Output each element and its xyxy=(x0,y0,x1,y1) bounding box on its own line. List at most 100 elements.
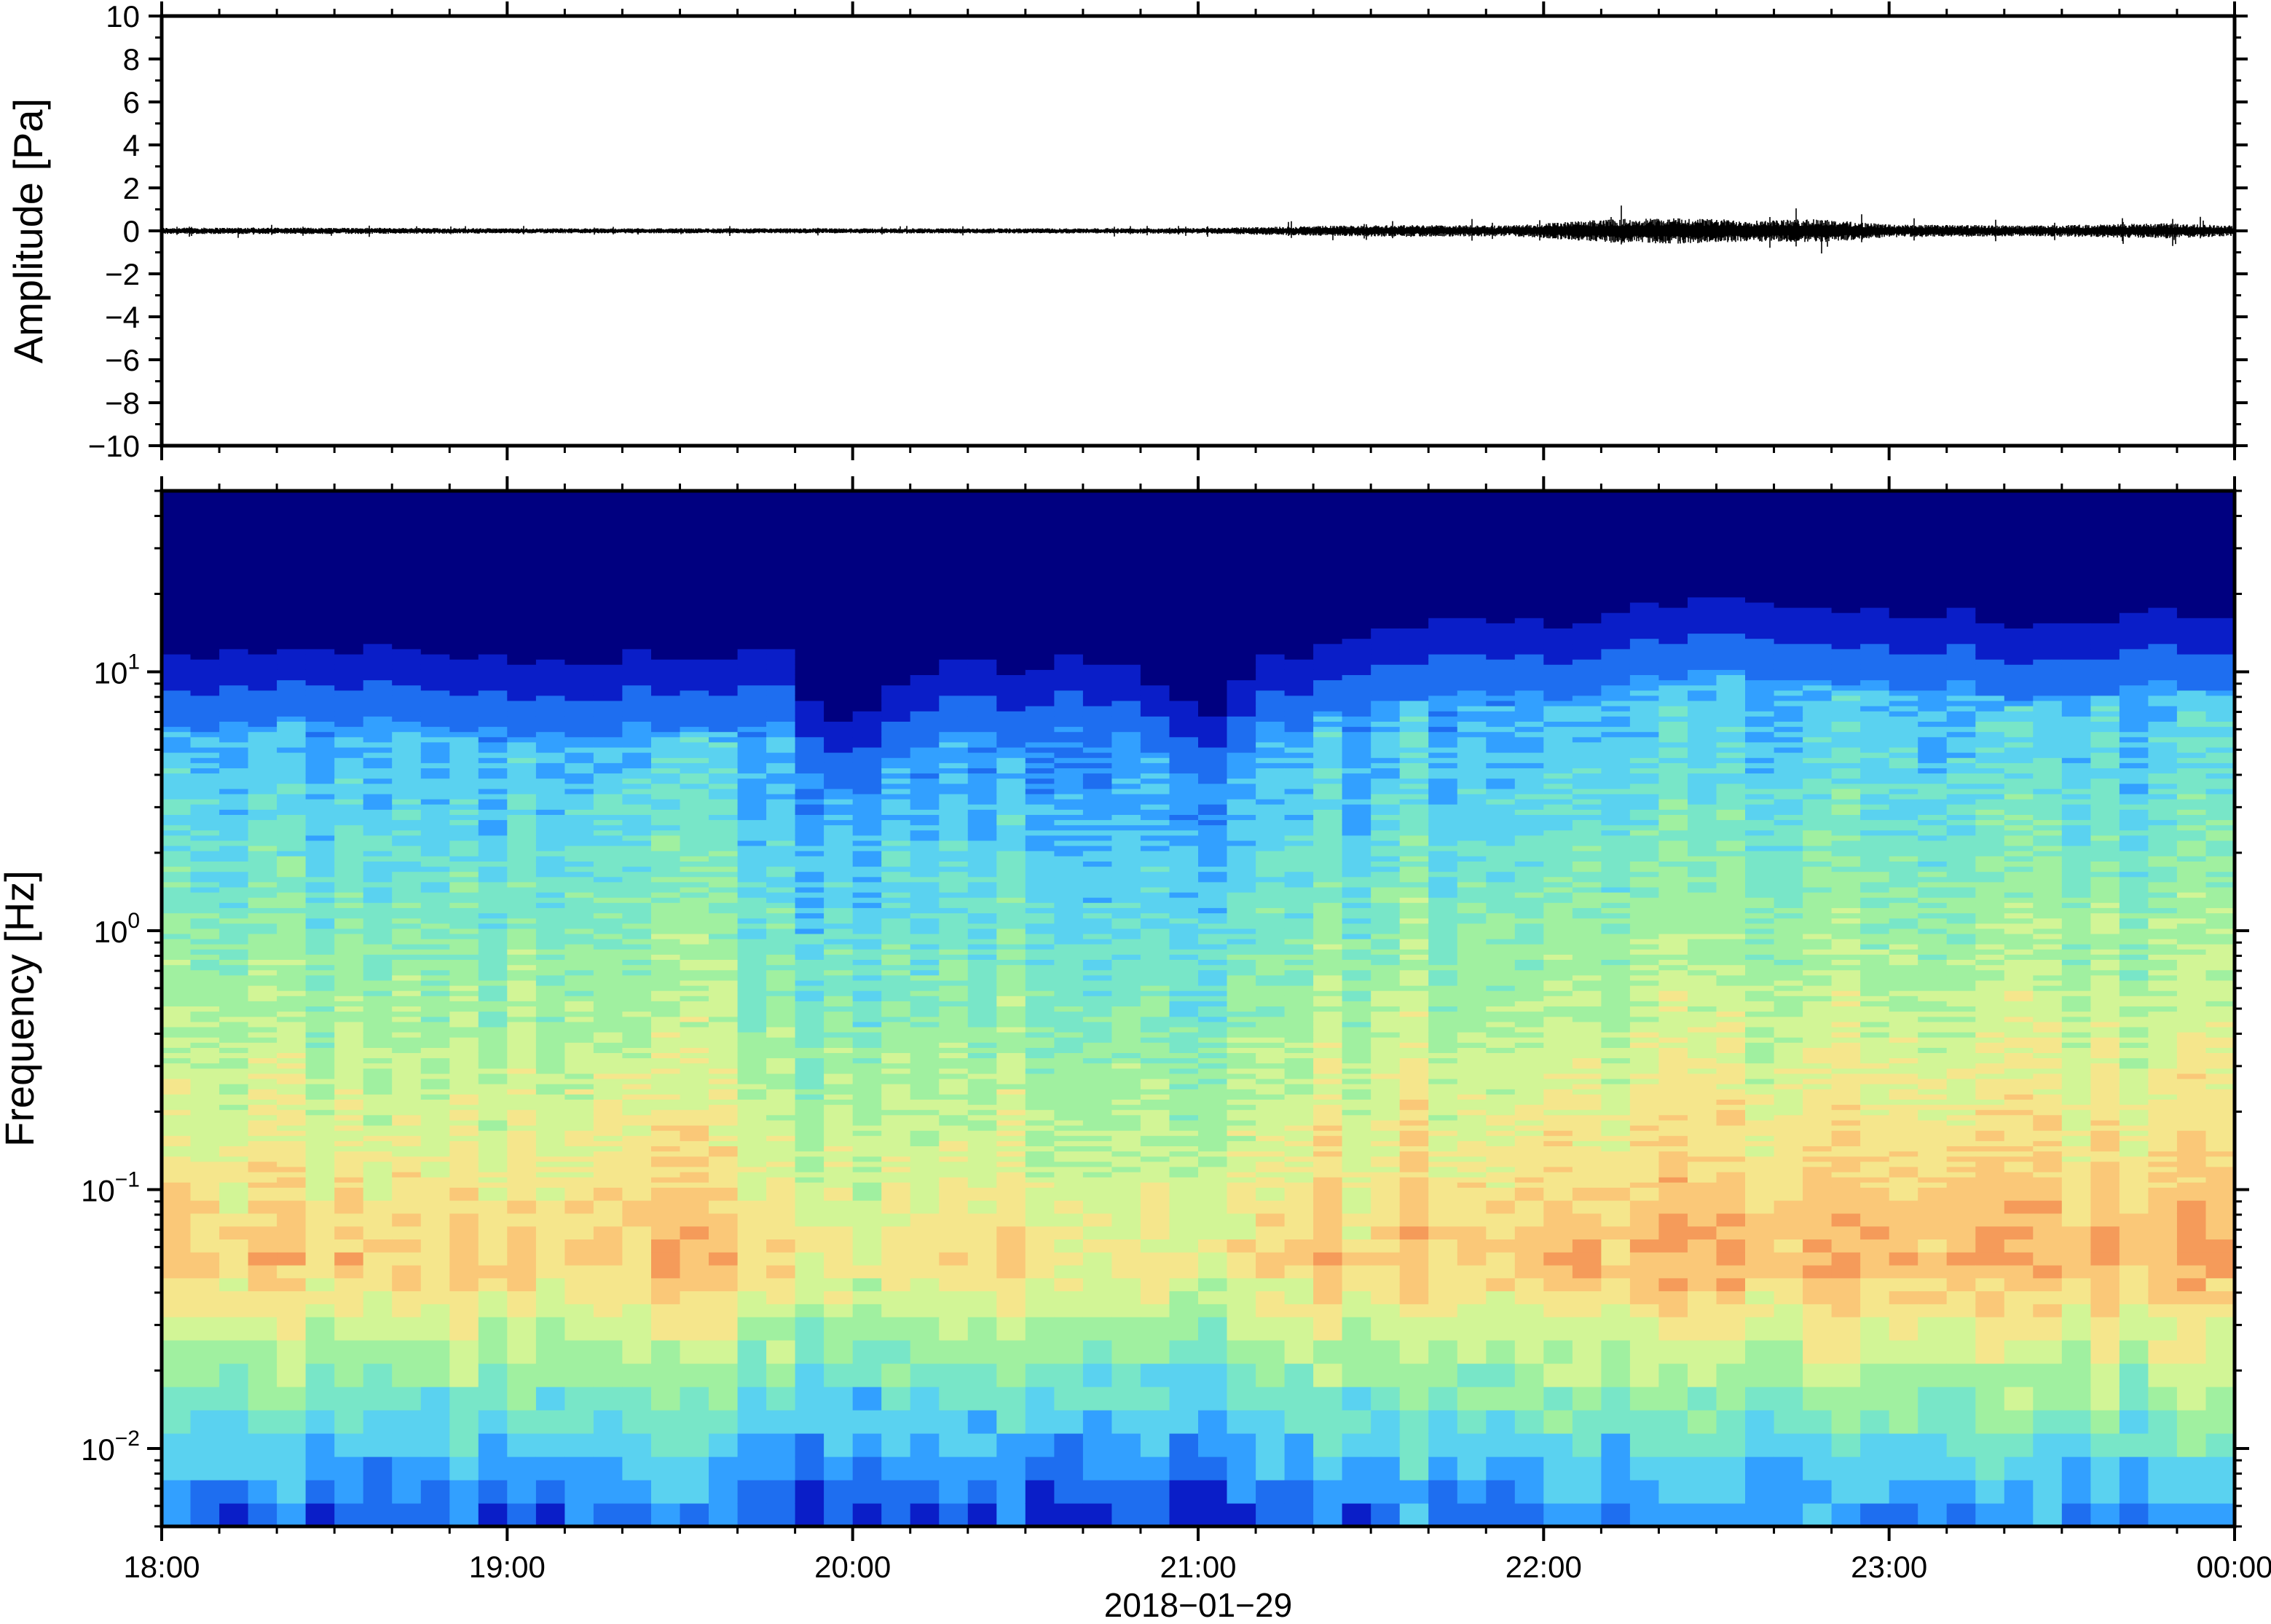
spectrogram-cell xyxy=(305,581,335,588)
spectrogram-cell xyxy=(824,928,854,934)
spectrogram-cell xyxy=(478,1340,508,1364)
spectrogram-cell xyxy=(680,1187,709,1201)
spectrogram-cell xyxy=(219,809,249,815)
spectrogram-cell xyxy=(190,974,220,981)
spectrogram-cell xyxy=(248,1052,278,1059)
spectrogram-cell xyxy=(162,674,192,681)
spectrogram-cell xyxy=(852,829,882,836)
spectrogram-cell xyxy=(680,1068,709,1074)
spectrogram-cell xyxy=(622,1252,652,1266)
spectrogram-cell xyxy=(219,633,249,639)
spectrogram-cell xyxy=(766,586,796,593)
spectrogram-cell xyxy=(852,1037,882,1043)
spectrogram-cell xyxy=(881,892,911,898)
spectrogram-cell xyxy=(564,1042,594,1048)
spectrogram-cell xyxy=(219,1172,249,1178)
spectrogram-cell xyxy=(737,1021,767,1028)
spectrogram-cell xyxy=(622,1026,652,1033)
spectrogram-cell xyxy=(766,1016,796,1022)
spectrogram-cell xyxy=(162,1304,192,1317)
spectrogram-cell xyxy=(651,550,681,556)
spectrogram-cell xyxy=(680,746,709,753)
spectrogram-cell xyxy=(737,1161,767,1167)
spectrogram-cell xyxy=(564,1026,594,1033)
spectrogram-cell xyxy=(593,508,623,515)
spectrogram-cell xyxy=(709,524,739,530)
spectrogram-cell xyxy=(420,1151,451,1157)
spectrogram-cell xyxy=(852,1200,882,1214)
spectrogram-cell xyxy=(190,535,220,541)
spectrogram-cell xyxy=(593,840,623,846)
spectrogram-cell xyxy=(449,851,479,856)
spectrogram-cell xyxy=(507,1200,537,1214)
spectrogram-cell xyxy=(824,566,854,572)
spectrogram-cell xyxy=(709,773,739,779)
spectrogram-cell xyxy=(709,933,739,939)
spectrogram-cell xyxy=(766,591,796,598)
spectrogram-cell xyxy=(852,959,882,966)
spectrogram-cell xyxy=(824,1068,854,1074)
spectrogram-cell xyxy=(248,628,278,634)
spectrogram-cell xyxy=(564,633,594,639)
spectrogram-cell xyxy=(420,928,451,934)
spectrogram-cell xyxy=(535,695,566,701)
spectrogram-cell xyxy=(277,783,307,789)
spectrogram-cell xyxy=(277,990,307,996)
spectrogram-cell xyxy=(1025,1264,1055,1279)
spectrogram-cell xyxy=(881,990,911,996)
spectrogram-cell xyxy=(478,1073,508,1079)
spectrogram-cell xyxy=(1025,939,1055,945)
spectrogram-cell xyxy=(967,923,998,929)
spectrogram-cell xyxy=(449,1094,479,1100)
spectrogram-cell xyxy=(535,1156,566,1162)
spectrogram-cell xyxy=(651,1410,681,1434)
spectrogram-cell xyxy=(622,1290,652,1304)
spectrogram-cell xyxy=(363,571,393,577)
spectrogram-cell xyxy=(277,1125,307,1131)
spectrogram-cell xyxy=(305,1156,335,1162)
spectrogram-cell xyxy=(622,1387,652,1411)
spectrogram-cell xyxy=(478,964,508,971)
spectrogram-cell xyxy=(680,1052,709,1059)
spectrogram-cell xyxy=(219,1006,249,1012)
spectrogram-cell xyxy=(478,550,508,556)
spectrogram-cell xyxy=(334,840,364,846)
spectrogram-cell xyxy=(507,669,537,675)
spectrogram-cell xyxy=(535,1172,566,1178)
spectrogram-cell xyxy=(392,1084,422,1089)
spectrogram-cell xyxy=(305,679,335,686)
spectrogram-cell xyxy=(824,716,854,722)
spectrogram-cell xyxy=(392,928,422,934)
spectrogram-cell xyxy=(535,514,566,520)
spectrogram-cell xyxy=(449,659,479,665)
spectrogram-cell xyxy=(190,985,220,991)
spectrogram-cell xyxy=(334,1161,364,1167)
spectrogram-cell xyxy=(737,1290,767,1304)
spectrogram-cell xyxy=(824,1480,854,1504)
spectrogram-cell xyxy=(449,1410,479,1434)
spectrogram-cell xyxy=(535,752,566,758)
spectrogram-cell xyxy=(910,1001,940,1006)
spectrogram-cell xyxy=(852,1277,882,1292)
spectrogram-cell xyxy=(277,654,307,660)
spectrogram-cell xyxy=(305,1006,335,1012)
spectrogram-cell xyxy=(248,1135,278,1141)
spectrogram-cell xyxy=(795,1130,824,1136)
spectrogram-cell xyxy=(939,892,969,898)
spectrogram-cell xyxy=(622,1140,652,1146)
spectrogram-cell xyxy=(651,503,681,510)
spectrogram-cell xyxy=(622,939,652,945)
spectrogram-cell xyxy=(737,1130,767,1136)
spectrogram-cell xyxy=(219,1016,249,1022)
spectrogram-cell xyxy=(737,529,767,535)
spectrogram-cell xyxy=(881,969,911,976)
spectrogram-cell xyxy=(305,721,335,728)
spectrogram-cell xyxy=(795,1001,824,1006)
spectrogram-cell xyxy=(420,540,451,546)
spectrogram-cell xyxy=(996,907,1026,914)
spectrogram-cell xyxy=(967,659,998,665)
spectrogram-cell xyxy=(478,623,508,628)
spectrogram-cell xyxy=(795,726,824,733)
spectrogram-cell xyxy=(881,1016,911,1022)
spectrogram-cell xyxy=(852,939,882,945)
